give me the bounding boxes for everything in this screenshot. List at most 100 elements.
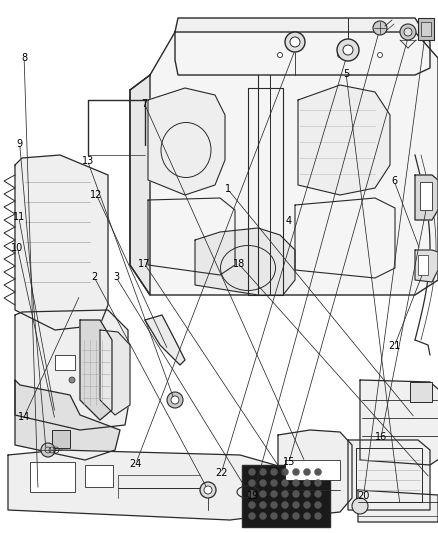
- Circle shape: [285, 32, 305, 52]
- Text: 4: 4: [286, 216, 292, 226]
- Bar: [285, 460, 340, 480]
- Polygon shape: [145, 315, 185, 365]
- Circle shape: [304, 469, 311, 475]
- Bar: [30, 462, 75, 492]
- Circle shape: [293, 469, 300, 475]
- Circle shape: [304, 502, 311, 508]
- Circle shape: [271, 490, 278, 497]
- Bar: [52, 430, 70, 448]
- Polygon shape: [100, 330, 130, 415]
- Text: 19: 19: [247, 491, 259, 500]
- Text: 15: 15: [283, 457, 295, 466]
- Circle shape: [271, 469, 278, 475]
- Bar: [418, 18, 434, 40]
- Circle shape: [304, 513, 311, 520]
- Polygon shape: [348, 440, 430, 510]
- Circle shape: [248, 513, 255, 520]
- Circle shape: [259, 490, 266, 497]
- Circle shape: [248, 469, 255, 475]
- Bar: [242, 465, 330, 527]
- Polygon shape: [360, 380, 438, 465]
- Text: 7: 7: [141, 99, 148, 109]
- Text: 6: 6: [391, 176, 397, 186]
- Bar: [418, 255, 428, 275]
- Circle shape: [271, 480, 278, 487]
- Polygon shape: [358, 490, 438, 522]
- Circle shape: [290, 37, 300, 47]
- Circle shape: [373, 21, 387, 35]
- Polygon shape: [130, 75, 150, 295]
- Polygon shape: [175, 18, 430, 75]
- Polygon shape: [15, 310, 128, 430]
- Circle shape: [293, 502, 300, 508]
- Circle shape: [248, 502, 255, 508]
- Circle shape: [248, 490, 255, 497]
- Text: 1: 1: [225, 184, 231, 194]
- Text: 3: 3: [113, 272, 119, 282]
- Circle shape: [293, 513, 300, 520]
- Text: 17: 17: [138, 259, 151, 269]
- Circle shape: [282, 490, 289, 497]
- Text: 10: 10: [11, 243, 24, 253]
- Text: 20: 20: [357, 491, 370, 500]
- Polygon shape: [148, 88, 225, 195]
- Circle shape: [271, 513, 278, 520]
- Circle shape: [41, 443, 55, 457]
- Circle shape: [293, 480, 300, 487]
- Circle shape: [259, 502, 266, 508]
- Circle shape: [282, 502, 289, 508]
- Polygon shape: [15, 380, 120, 460]
- Bar: [421, 22, 431, 36]
- Circle shape: [337, 39, 359, 61]
- Circle shape: [352, 498, 368, 514]
- Bar: [410, 382, 432, 402]
- Circle shape: [259, 480, 266, 487]
- Polygon shape: [195, 228, 295, 295]
- Circle shape: [69, 377, 75, 383]
- Polygon shape: [415, 175, 438, 220]
- Circle shape: [248, 480, 255, 487]
- Circle shape: [338, 52, 343, 58]
- Text: 21: 21: [388, 342, 400, 351]
- Circle shape: [293, 490, 300, 497]
- Polygon shape: [298, 85, 390, 195]
- Text: 11: 11: [13, 213, 25, 222]
- Text: 9: 9: [17, 139, 23, 149]
- Circle shape: [378, 52, 382, 58]
- Circle shape: [314, 513, 321, 520]
- Circle shape: [314, 480, 321, 487]
- Bar: [85, 465, 113, 487]
- Polygon shape: [130, 32, 438, 295]
- Text: 8: 8: [21, 53, 27, 62]
- Bar: [55, 355, 75, 370]
- Circle shape: [314, 469, 321, 475]
- Circle shape: [259, 469, 266, 475]
- Circle shape: [259, 513, 266, 520]
- Text: 22: 22: [215, 469, 227, 478]
- Circle shape: [304, 480, 311, 487]
- Circle shape: [400, 24, 416, 40]
- Text: 14: 14: [18, 412, 30, 422]
- Polygon shape: [8, 450, 275, 520]
- Circle shape: [171, 396, 179, 404]
- Circle shape: [200, 482, 216, 498]
- Circle shape: [314, 502, 321, 508]
- Text: 5: 5: [343, 69, 349, 78]
- Text: 24: 24: [130, 459, 142, 469]
- Text: 12: 12: [90, 190, 102, 199]
- Text: 13: 13: [81, 156, 94, 166]
- Circle shape: [167, 392, 183, 408]
- Bar: [420, 182, 432, 210]
- Text: 2: 2: [91, 272, 97, 282]
- Polygon shape: [15, 155, 108, 330]
- Circle shape: [404, 28, 412, 36]
- Circle shape: [278, 52, 283, 58]
- Circle shape: [304, 490, 311, 497]
- Circle shape: [282, 469, 289, 475]
- Circle shape: [343, 45, 353, 55]
- Circle shape: [314, 490, 321, 497]
- Circle shape: [282, 480, 289, 487]
- Circle shape: [204, 486, 212, 494]
- Circle shape: [271, 502, 278, 508]
- Polygon shape: [278, 430, 352, 515]
